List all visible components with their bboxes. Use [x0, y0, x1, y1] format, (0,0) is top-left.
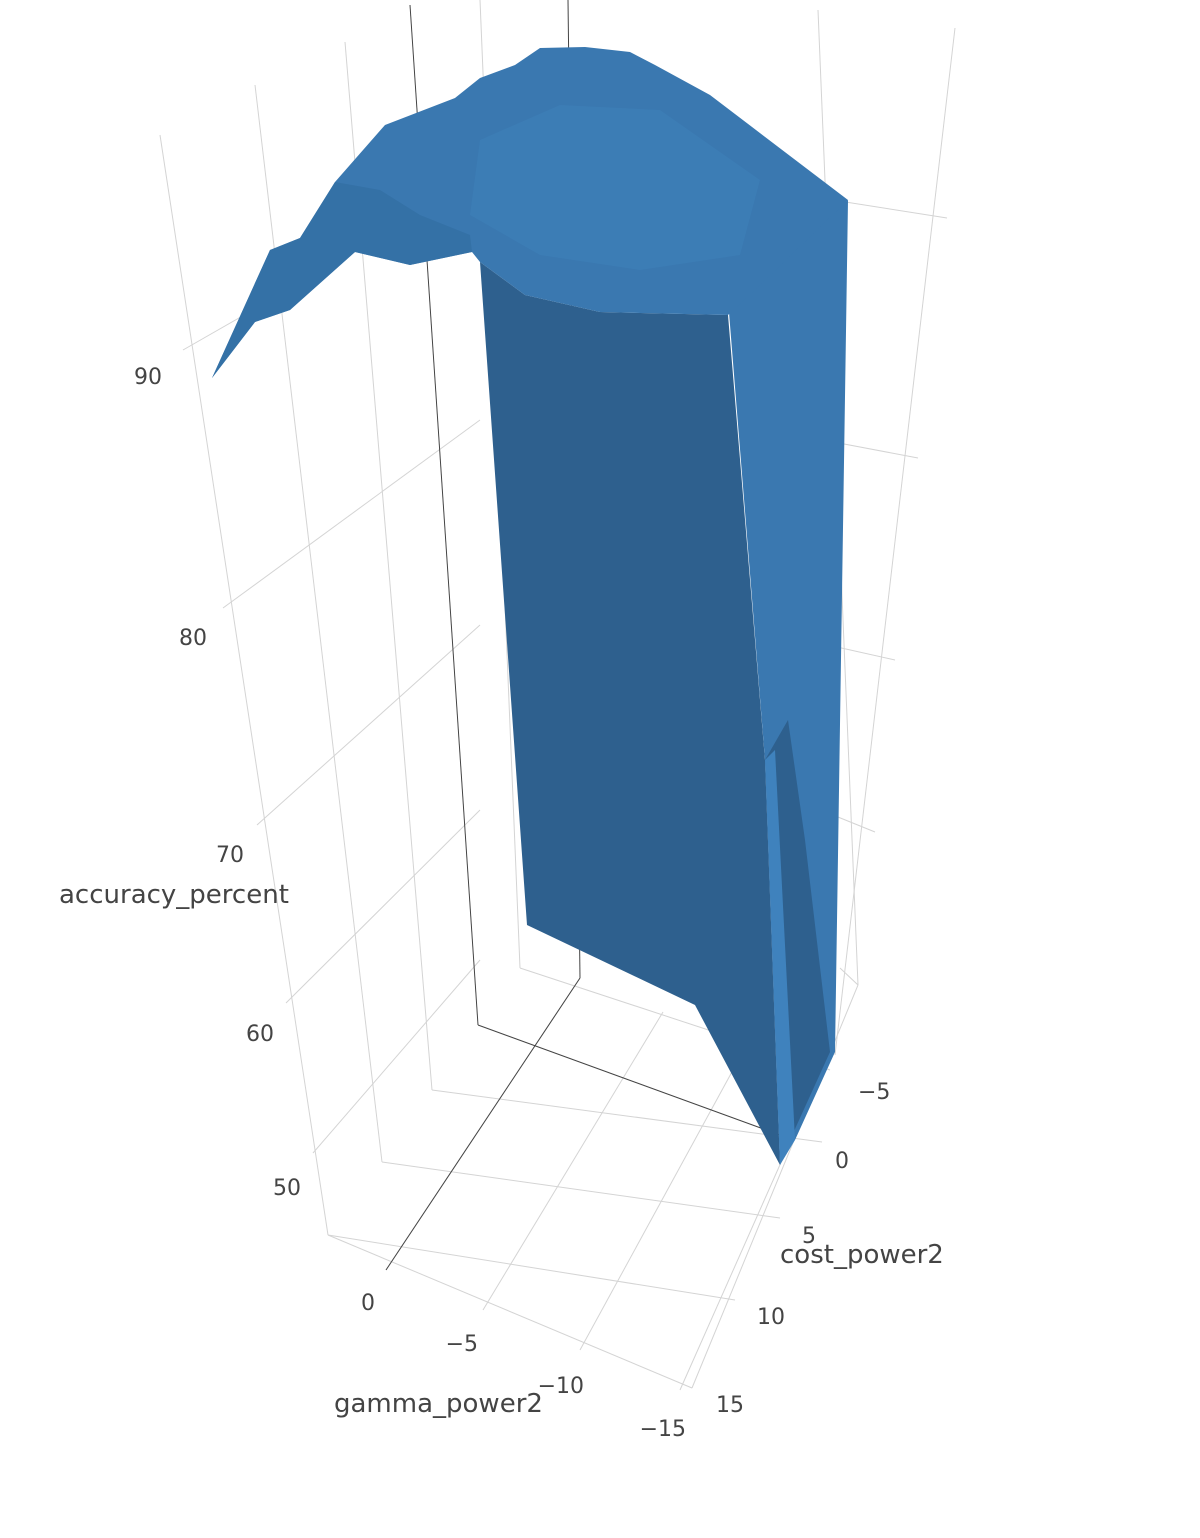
cost-axis-title: cost_power2 — [780, 1240, 944, 1270]
z-tick-label: 50 — [273, 1176, 301, 1201]
surface-right-wall — [728, 200, 848, 1148]
gamma-axis-title: gamma_power2 — [334, 1389, 543, 1419]
z-tick-label: 70 — [216, 843, 244, 868]
grid-line — [312, 959, 481, 1154]
cost-tick-label: 0 — [835, 1149, 849, 1174]
cost-tick-label: 15 — [716, 1393, 744, 1418]
grid-line — [832, 814, 876, 833]
z-tick-label: 60 — [246, 1022, 274, 1047]
grid-line — [256, 624, 481, 826]
cost-axis-line — [477, 1024, 781, 1136]
grid-line — [381, 1161, 781, 1219]
z-axis-title: accuracy_percent — [59, 880, 289, 910]
z-ticks: 90 80 70 60 50 — [134, 365, 301, 1201]
surface-front-wall — [480, 262, 780, 1165]
grid-line — [579, 1047, 746, 1351]
surface-top-shade — [212, 182, 472, 378]
grid-line — [327, 1234, 736, 1301]
cost-tick-label: −5 — [858, 1080, 890, 1105]
gamma-tick-label: −5 — [446, 1332, 478, 1357]
grid-line — [834, 27, 956, 1056]
cost-ticks: −5 0 5 10 15 — [716, 1080, 890, 1418]
left-wall-gridlines — [182, 179, 481, 1154]
grid-line — [327, 1234, 693, 1389]
z-tick-label: 80 — [179, 626, 207, 651]
cost-tick-label: 10 — [757, 1305, 785, 1330]
gamma-ticks: 0 −5 −10 −15 — [361, 1291, 686, 1442]
grid-line — [159, 134, 329, 1236]
grid-line — [482, 1011, 664, 1311]
grid-line — [839, 967, 859, 986]
gamma-tick-label: −15 — [640, 1417, 686, 1442]
z-tick-label: 90 — [134, 365, 162, 390]
gamma-tick-label: 0 — [361, 1291, 375, 1316]
grid-line — [222, 419, 481, 609]
surface-light-strip — [765, 750, 795, 1165]
grid-line — [285, 809, 481, 1004]
grid-line — [431, 1089, 823, 1143]
surface-top-highlight — [470, 105, 760, 270]
gamma-tick-label: −10 — [538, 1374, 584, 1399]
gamma-axis-line — [385, 977, 581, 1271]
cost-tick-label: 5 — [802, 1224, 816, 1249]
surface — [212, 47, 848, 1165]
